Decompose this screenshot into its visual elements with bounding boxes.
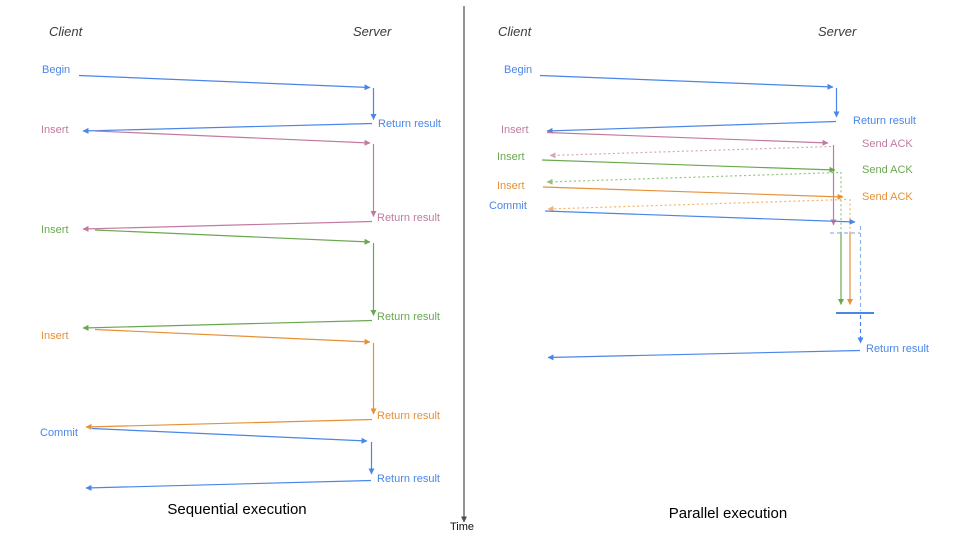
left-insert3-label: Insert	[41, 330, 69, 342]
right-insert1-request-line	[547, 133, 828, 144]
right-begin-label: Begin	[504, 64, 532, 76]
sequence-diagram-canvas: Client Server Client Server Begin Return…	[0, 0, 960, 540]
left-insert1-label: Insert	[41, 124, 69, 136]
left-commit-label: Commit	[40, 427, 78, 439]
right-diagram-title: Parallel execution	[608, 505, 848, 522]
right-insert1-ack-line	[550, 147, 831, 156]
left-commit-request-line	[92, 429, 367, 442]
right-insert3-ack-label: Send ACK	[862, 191, 913, 203]
left-insert3-return-line	[86, 420, 372, 428]
left-begin-request-line	[79, 76, 370, 88]
left-insert1-return-line	[83, 222, 372, 230]
right-insert1-ack-label: Send ACK	[862, 138, 913, 150]
right-begin-return-line	[547, 122, 836, 132]
left-begin-return-label: Return result	[378, 118, 441, 130]
left-commit-return-line	[86, 481, 371, 489]
right-server-header: Server	[818, 24, 856, 39]
right-insert2-ack-label: Send ACK	[862, 164, 913, 176]
right-insert3-request-line	[543, 187, 843, 197]
left-insert1-return-label: Return result	[377, 212, 440, 224]
right-insert2-request-line	[542, 160, 835, 170]
left-begin-label: Begin	[42, 64, 70, 76]
right-client-header: Client	[498, 24, 531, 39]
time-axis-label: Time	[450, 521, 474, 533]
left-insert3-request-line	[95, 330, 370, 343]
left-insert1-request-line	[95, 131, 370, 143]
diagram-lines-layer	[0, 0, 960, 540]
left-insert2-label: Insert	[41, 224, 69, 236]
left-commit-return-label: Return result	[377, 473, 440, 485]
left-insert2-return-line	[83, 321, 372, 329]
left-begin-return-line	[83, 124, 372, 132]
left-insert3-return-label: Return result	[377, 410, 440, 422]
right-commit-return-line	[548, 351, 860, 358]
right-commit-label: Commit	[489, 200, 527, 212]
left-diagram-title: Sequential execution	[117, 501, 357, 518]
right-insert2-ack-line	[547, 173, 838, 183]
right-commit-return-label: Return result	[866, 343, 929, 355]
left-insert2-request-line	[95, 230, 370, 242]
left-client-header: Client	[49, 24, 82, 39]
right-insert2-label: Insert	[497, 151, 525, 163]
left-insert2-return-label: Return result	[377, 311, 440, 323]
right-insert3-ack-line	[548, 200, 846, 210]
left-server-header: Server	[353, 24, 391, 39]
right-begin-request-line	[540, 76, 833, 88]
right-begin-return-label: Return result	[853, 115, 916, 127]
right-insert3-label: Insert	[497, 180, 525, 192]
right-insert1-label: Insert	[501, 124, 529, 136]
right-commit-request-line	[545, 211, 855, 222]
